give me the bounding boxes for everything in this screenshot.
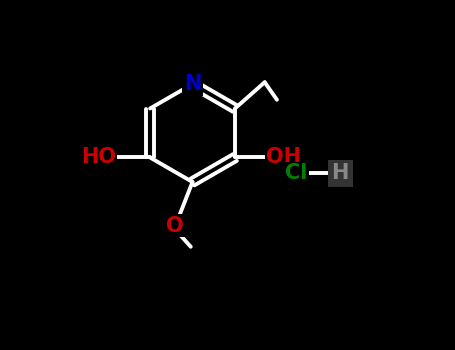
Text: O: O [166, 216, 184, 236]
Text: N: N [184, 74, 201, 94]
Text: OH: OH [267, 147, 301, 168]
Text: H: H [332, 163, 349, 183]
Text: HO: HO [81, 147, 116, 168]
Text: Cl: Cl [284, 163, 307, 183]
